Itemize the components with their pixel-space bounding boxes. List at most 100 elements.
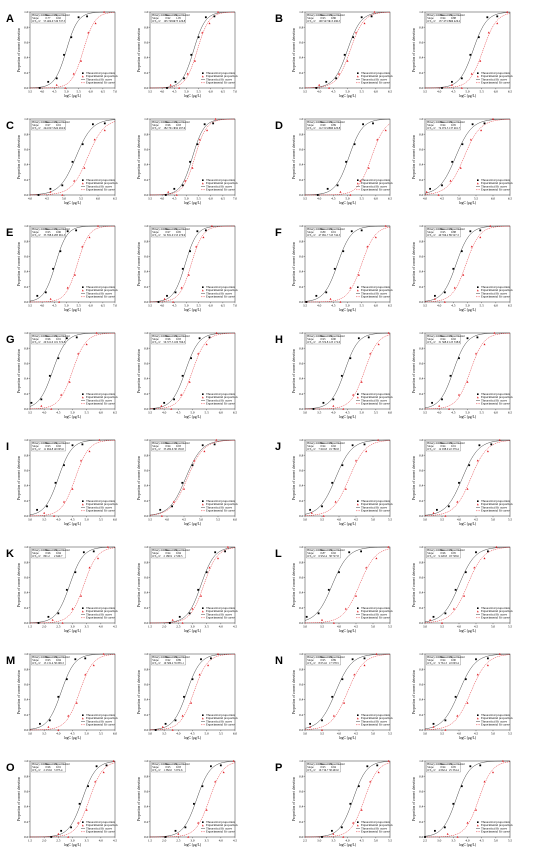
theoretical-point	[84, 657, 87, 660]
y-tick-label: 1.0	[24, 759, 29, 763]
theoretical-point	[340, 826, 343, 829]
y-tick-label: 1.0	[419, 759, 424, 763]
theoretical-point	[315, 294, 318, 297]
y-tick-label: 0.8	[24, 239, 29, 243]
inset-table	[151, 13, 186, 24]
experimental-fit-curve	[149, 332, 236, 410]
x-tick-label: 4.0	[437, 410, 442, 414]
x-axis-label: logC (μg/L)	[339, 843, 357, 847]
experimental-point	[102, 652, 105, 655]
legend-label: Experimental fit curve	[86, 81, 115, 85]
experimental-point	[352, 393, 355, 396]
table-cell: 17 578.5	[329, 662, 339, 665]
experimental-point	[366, 245, 369, 248]
table-header-theoretical: Theoretical	[165, 228, 178, 231]
experimental-point	[195, 245, 198, 248]
panel-a: A0.00.20.40.60.81.03.5 4.0 4.5 5.0 5.5 6.0 6.5…	[6, 10, 238, 98]
experimental-point	[208, 22, 211, 25]
table-row-label: OT₅₀/r²	[427, 769, 435, 772]
experimental-point	[191, 607, 194, 610]
table-header-mixture: Binary mixture	[307, 121, 325, 124]
legend-label: Experimental proportion	[361, 716, 393, 720]
experimental-point	[506, 10, 509, 13]
experimental-point	[475, 808, 477, 811]
y-axis-label: Proportion of correct detection	[17, 28, 21, 72]
experimental-point	[73, 273, 76, 276]
experimental-point	[85, 343, 88, 346]
x-tick-label: 5.5	[480, 89, 485, 93]
subplot: 0.00.20.40.60.81.03.5 4.0 4.5 5.0 5.5 6.0 6.5l…	[412, 331, 513, 419]
table-header-mixture: Binary mixture	[427, 335, 445, 338]
theoretical-point	[441, 87, 443, 89]
table-cell: 0.89	[331, 124, 336, 127]
experimental-point	[175, 193, 178, 196]
inset-table	[31, 762, 66, 773]
theoretical-point	[454, 588, 457, 591]
inset-table	[306, 120, 341, 131]
subplot: 0.00.20.40.60.81.03.0 3.5 4.0 4.5 5.0 5.5 6.0l…	[137, 652, 238, 740]
y-tick-label: 1.0	[24, 224, 29, 228]
subplot: 0.00.20.40.60.81.03.5 4.0 4.5 5.0 5.5 6.0 6.5 7…	[17, 10, 118, 98]
x-axis-label: logC (μg/L)	[184, 736, 202, 740]
table-row-label: Slope	[427, 231, 434, 234]
subplot: 0.00.20.40.60.81.03.0 3.5 4.0 4.5 5.0 5.5logC…	[292, 438, 393, 526]
experimental-point	[365, 450, 368, 453]
y-tick-label: 0.0	[144, 193, 149, 197]
panel-letter: M	[6, 655, 15, 667]
table-row-label: Slope	[32, 659, 39, 662]
y-tick-label: 0.2	[299, 71, 304, 75]
legend-label: Theoretical fit curve	[206, 77, 233, 81]
x-tick-label: 6.5	[388, 196, 393, 200]
experimental-point	[486, 450, 489, 453]
x-tick-label: 4.5	[451, 303, 456, 307]
table-cell: 0.95	[176, 231, 181, 234]
panel-letter: J	[275, 441, 281, 453]
experimental-fit-curve	[424, 547, 511, 623]
x-tick-label: 5.5	[508, 838, 513, 842]
table-header-mixture: Binary mixture	[427, 442, 445, 445]
table-row-label: OT₅₀/r²	[307, 234, 315, 237]
legend-marker	[202, 821, 204, 823]
legend-label: Experimental proportion	[361, 181, 393, 185]
y-tick-label: 0.6	[144, 469, 149, 473]
table-row-label: OT₅₀/r²	[32, 555, 40, 558]
theoretical-point	[460, 77, 463, 80]
inset-table	[151, 334, 186, 345]
table-cell: 91 831.0	[164, 234, 174, 237]
theoretical-fit-curve	[424, 225, 510, 302]
experimental-point	[429, 618, 432, 621]
experimental-point	[181, 714, 184, 717]
x-axis-label: logC (μg/L)	[64, 94, 82, 98]
legend-label: Theoretical proportion	[206, 285, 235, 289]
theoretical-point	[54, 481, 57, 484]
y-tick-label: 0.8	[144, 774, 149, 778]
y-tick-label: 0.4	[144, 377, 149, 381]
y-tick-label: 0.8	[419, 25, 424, 29]
x-tick-label: 4.5	[190, 731, 195, 735]
experimental-point	[384, 224, 387, 227]
x-tick-label: 5.5	[480, 303, 485, 307]
x-tick-label: 4.0	[162, 410, 167, 414]
x-tick-label: 4.0	[219, 838, 224, 842]
experimental-point	[163, 297, 166, 300]
x-tick-label: 7.0	[113, 89, 118, 93]
theoretical-point	[55, 77, 58, 80]
theoretical-point	[65, 337, 68, 340]
legend-label: Theoretical proportion	[481, 820, 510, 824]
legend-marker	[477, 72, 479, 74]
table-header-mixture: Binary mixture	[307, 763, 325, 766]
theoretical-point	[341, 678, 344, 681]
y-tick-label: 1.0	[144, 117, 149, 121]
y-tick-label: 0.2	[419, 178, 424, 182]
legend-label: Theoretical proportion	[86, 820, 115, 824]
panel-letter: O	[6, 762, 15, 774]
x-tick-label: 5.0	[190, 410, 195, 414]
theoretical-point	[48, 374, 51, 377]
experimental-point	[489, 224, 492, 227]
table-cell: 0.90	[321, 124, 326, 127]
theoretical-point	[331, 695, 334, 698]
x-tick-label: 6.0	[233, 517, 238, 521]
legend-label: Theoretical fit curve	[206, 612, 233, 616]
x-axis-label: logC (μg/L)	[459, 843, 477, 847]
experimental-point	[80, 459, 82, 462]
